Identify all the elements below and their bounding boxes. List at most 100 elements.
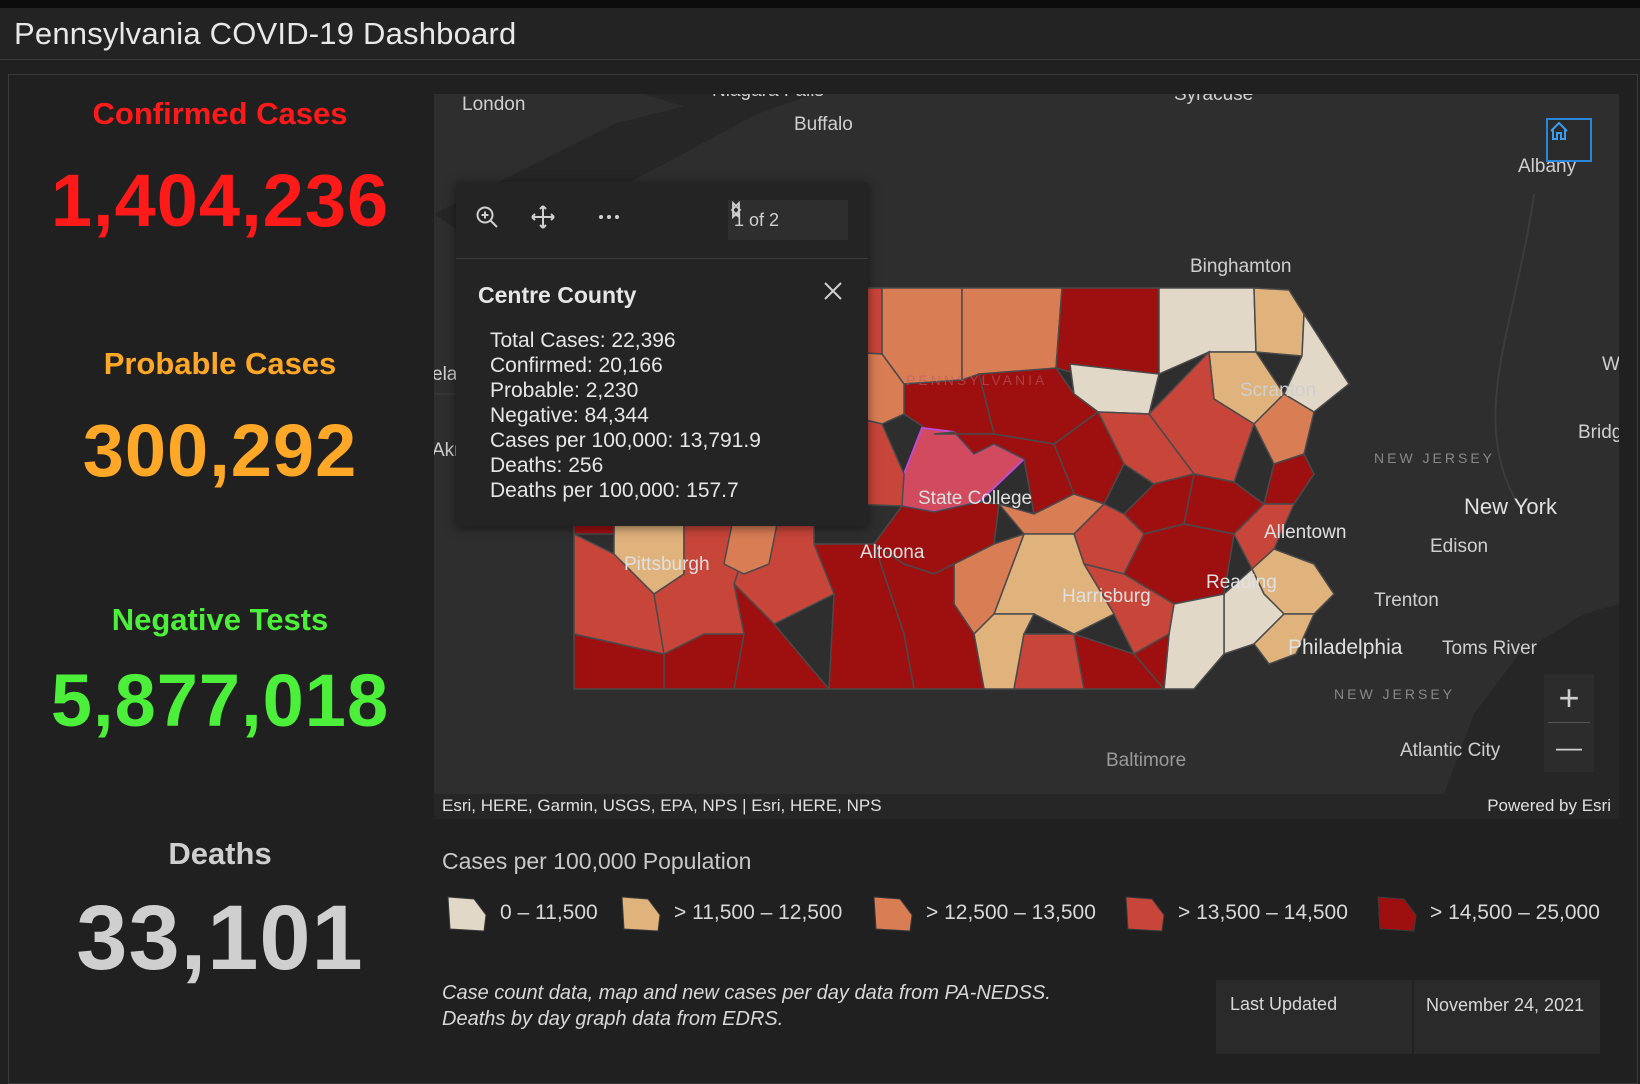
confirmed-cases-label: Confirmed Cases — [92, 96, 348, 131]
place-label-new-jersey-2: NEW JERSEY — [1334, 686, 1456, 702]
pager-text: 1 of 2 — [734, 209, 780, 230]
popup-toolbar: 1 of 2 — [456, 182, 868, 259]
county-lehigh — [1233, 503, 1296, 571]
legend-swatch-icon — [1377, 896, 1417, 932]
home-button[interactable] — [1546, 118, 1592, 162]
confirmed-cases-value: 1,404,236 — [50, 159, 390, 242]
popup-row-deaths: Deaths: 256 — [490, 454, 604, 477]
negative-tests-stat: Negative Tests 5,877,018 — [10, 602, 430, 743]
data-source-note: Case count data, map and new cases per d… — [442, 980, 1051, 1032]
popup-pager: 1 of 2 — [728, 200, 848, 240]
popup-details: Total Cases: 22,396 Confirmed: 20,166 Pr… — [490, 328, 761, 503]
place-label-w: W — [1602, 354, 1619, 375]
place-label-altoona: Altoona — [860, 542, 925, 563]
last-updated-divider — [1412, 980, 1414, 1054]
legend-label: > 14,500 – 25,000 — [1430, 901, 1600, 924]
place-label-trenton: Trenton — [1374, 590, 1439, 611]
negative-tests-value: 5,877,018 — [50, 659, 390, 742]
county-mckean — [961, 287, 1063, 381]
place-label-niagara: Niagara Falls — [712, 94, 824, 102]
probable-cases-label: Probable Cases — [103, 346, 337, 381]
zoom-to-icon — [476, 206, 498, 228]
close-icon — [824, 282, 842, 300]
popup-close-button[interactable] — [822, 280, 850, 308]
popup-row-total-cases: Total Cases: 22,396 — [490, 329, 676, 352]
place-label-harrisburg: Harrisburg — [1062, 586, 1151, 607]
place-label-new-york: New York — [1464, 494, 1557, 519]
map-legend: 0 – 11,500 > 11,500 – 12,500 > 12,500 – … — [442, 888, 1622, 938]
popup-title: Centre County — [478, 282, 637, 308]
county-york-west — [1013, 633, 1085, 690]
last-updated-label: Last Updated — [1230, 994, 1338, 1014]
place-label-atlantic-city: Atlantic City — [1400, 740, 1501, 761]
legend-swatch-icon — [1125, 896, 1165, 932]
lake-ontario — [644, 94, 814, 122]
data-source-line-2: Deaths by day graph data from EDRS. — [442, 1008, 784, 1030]
legend-swatch-icon — [873, 896, 913, 932]
popup-row-cases-per-100k: Cases per 100,000: 13,791.9 — [490, 429, 761, 452]
legend-label: > 12,500 – 13,500 — [926, 901, 1096, 924]
place-label-scranton: Scranton — [1240, 380, 1317, 401]
legend-item: > 11,500 – 12,500 — [620, 888, 842, 938]
probable-cases-value: 300,292 — [82, 409, 358, 492]
place-label-edison: Edison — [1430, 536, 1489, 557]
more-button[interactable] — [596, 204, 630, 238]
place-label-bridgeport: Bridg — [1578, 422, 1619, 443]
legend-label: > 11,500 – 12,500 — [674, 901, 843, 924]
legend-swatch-icon — [621, 896, 661, 932]
pa-counties — [573, 287, 1350, 691]
place-label-pittsburgh: Pittsburgh — [624, 554, 710, 575]
next-feature-icon[interactable] — [728, 200, 744, 220]
legend-swatch-icon — [447, 896, 487, 932]
county-clearfield — [933, 431, 1075, 516]
county-york-east — [1132, 632, 1170, 691]
popup-row-confirmed: Confirmed: 20,166 — [490, 354, 663, 377]
legend-label: > 13,500 – 14,500 — [1178, 901, 1348, 924]
popup-row-negative: Negative: 84,344 — [490, 404, 649, 427]
legend-item: > 13,500 – 14,500 — [1124, 888, 1348, 938]
place-label-london: London — [462, 94, 526, 115]
legend-label: 0 – 11,500 — [500, 901, 598, 924]
place-label-new-jersey-1: NEW JERSEY — [1374, 450, 1496, 466]
legend-item: > 14,500 – 25,000 — [1376, 888, 1600, 938]
zoom-out-button[interactable]: — — [1556, 731, 1582, 762]
deaths-stat: Deaths 33,101 — [10, 836, 430, 991]
place-label-philadelphia: Philadelphia — [1288, 636, 1403, 659]
place-label-allentown: Allentown — [1264, 522, 1347, 543]
county-philadelphia — [1253, 613, 1316, 665]
zoom-in-button[interactable]: + — [1558, 677, 1580, 718]
county-northampton — [1263, 453, 1315, 505]
last-updated-value: November 24, 2021 — [1426, 995, 1585, 1015]
stats-panel: Confirmed Cases 1,404,236 Probable Cases… — [10, 76, 430, 1080]
county-wayne-pike — [1283, 311, 1350, 413]
zoom-to-button[interactable] — [474, 204, 508, 238]
county-monroe — [1253, 393, 1315, 465]
confirmed-cases-stat: Confirmed Cases 1,404,236 — [10, 96, 430, 243]
pan-icon — [531, 205, 555, 229]
place-label-pennsylvania: PENNSYLVANIA — [906, 372, 1048, 388]
data-source-line-1: Case count data, map and new cases per d… — [442, 982, 1051, 1004]
map-attribution: Esri, HERE, Garmin, USGS, EPA, NPS | Esr… — [434, 794, 1619, 819]
zoom-control: + — — [1544, 674, 1594, 772]
popup-row-deaths-per-100k: Deaths per 100,000: 157.7 — [490, 479, 739, 502]
place-label-state-college: State College — [918, 488, 1033, 509]
place-label-akron: Akr — [434, 440, 461, 461]
legend-item: > 12,500 – 13,500 — [872, 888, 1096, 938]
map-view[interactable]: London Niagara Falls Buffalo Syracuse Al… — [434, 94, 1619, 819]
powered-by-esri[interactable]: Powered by Esri — [1487, 796, 1611, 815]
home-icon — [1550, 121, 1568, 140]
pan-button[interactable] — [530, 204, 564, 238]
attribution-text: Esri, HERE, Garmin, USGS, EPA, NPS | Esr… — [442, 796, 882, 815]
place-label-binghamton: Binghamton — [1190, 256, 1292, 277]
river-line — [1494, 193, 1535, 515]
legend-title: Cases per 100,000 Population — [442, 848, 752, 874]
place-label-syracuse: Syracuse — [1174, 94, 1254, 105]
negative-tests-label: Negative Tests — [111, 602, 329, 637]
place-label-baltimore: Baltimore — [1106, 750, 1187, 771]
dashboard-header: Pennsylvania COVID-19 Dashboard — [0, 8, 1640, 60]
legend-item: 0 – 11,500 — [446, 888, 598, 938]
popup-row-probable: Probable: 2,230 — [490, 379, 639, 402]
page-title: Pennsylvania COVID-19 Dashboard — [14, 16, 517, 51]
zoom-separator — [1548, 722, 1590, 723]
deaths-label: Deaths — [168, 836, 272, 871]
